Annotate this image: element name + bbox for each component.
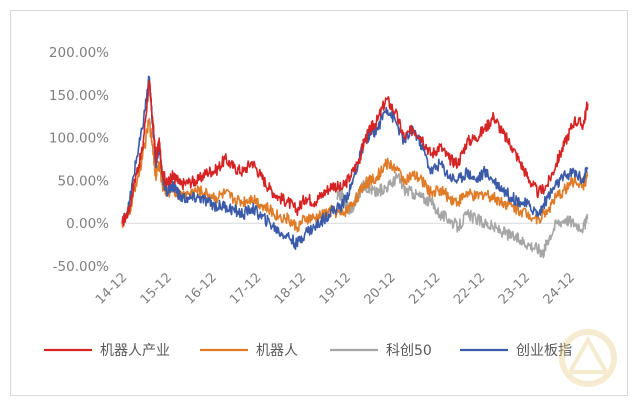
x-tick-label: 20-12	[362, 270, 399, 307]
y-axis-ticks: 200.00% 150.00% 100.00% 50.00% 0.00% -50.00%	[49, 45, 109, 275]
legend-label: 机器人产业	[100, 343, 170, 359]
x-tick-label: 23-12	[496, 270, 533, 307]
x-tick-label: 16-12	[182, 270, 219, 307]
series-lines	[121, 75, 589, 259]
legend-item: 机器人	[200, 343, 298, 359]
y-tick-label: 200.00%	[49, 45, 109, 61]
x-tick-label: 24-12	[541, 270, 578, 307]
series-line-4	[121, 75, 589, 250]
watermark-logo	[559, 329, 617, 387]
y-tick-label: -50.00%	[53, 259, 110, 275]
x-tick-label: 19-12	[317, 270, 354, 307]
x-tick-label: 22-12	[451, 270, 488, 307]
x-tick-label: 21-12	[406, 270, 443, 307]
legend-item: 创业板指	[460, 343, 572, 359]
series-line-1	[121, 80, 589, 227]
y-tick-label: 0.00%	[66, 216, 109, 232]
x-tick-label: 14-12	[93, 270, 130, 307]
legend-label: 机器人	[256, 343, 298, 359]
series-line-3	[336, 172, 589, 259]
x-tick-label: 18-12	[272, 270, 309, 307]
legend: 机器人产业 机器人 科创50 创业板指	[44, 343, 572, 359]
legend-label: 创业板指	[516, 343, 572, 359]
legend-label: 科创50	[386, 343, 432, 359]
y-tick-label: 100.00%	[49, 131, 109, 147]
legend-item: 科创50	[330, 343, 432, 359]
x-tick-label: 15-12	[138, 270, 175, 307]
x-axis-ticks: 14-12 15-12 16-12 17-12 18-12 19-12 20-12 21-12…	[93, 270, 578, 307]
legend-item: 机器人产业	[44, 343, 170, 359]
y-tick-label: 50.00%	[58, 173, 110, 189]
y-tick-label: 150.00%	[49, 88, 109, 104]
x-tick-label: 17-12	[227, 270, 264, 307]
